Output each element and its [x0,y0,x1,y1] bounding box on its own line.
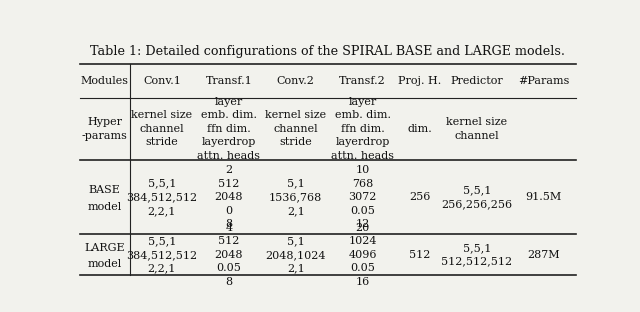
Text: 5,5,1
384,512,512
2,2,1: 5,5,1 384,512,512 2,2,1 [126,178,197,216]
Text: 5,1
1536,768
2,1: 5,1 1536,768 2,1 [269,178,323,216]
Text: Modules: Modules [81,76,129,86]
Text: 91.5M: 91.5M [525,192,562,202]
Text: 5,5,1
256,256,256: 5,5,1 256,256,256 [441,185,513,209]
Text: Table 1: Detailed configurations of the SPIRAL BASE and LARGE models.: Table 1: Detailed configurations of the … [90,45,566,58]
Text: 10
768
3072
0.05
12: 10 768 3072 0.05 12 [349,165,377,229]
Text: LARGE: LARGE [84,243,125,253]
Text: model: model [88,202,122,212]
Text: kernel size
channel: kernel size channel [446,117,508,140]
Text: kernel size
channel
stride: kernel size channel stride [265,110,326,147]
Text: Predictor: Predictor [451,76,503,86]
Text: 5,5,1
512,512,512: 5,5,1 512,512,512 [441,243,513,267]
Text: Hyper
-params: Hyper -params [82,117,128,140]
Text: 4
512
2048
0.05
8: 4 512 2048 0.05 8 [214,223,243,287]
Text: Transf.2: Transf.2 [339,76,386,86]
Text: Transf.1: Transf.1 [205,76,252,86]
Text: BASE: BASE [89,185,121,195]
Text: layer
emb. dim.
ffn dim.
layerdrop
attn. heads: layer emb. dim. ffn dim. layerdrop attn.… [332,96,394,161]
Text: model: model [88,260,122,270]
Text: 5,5,1
384,512,512
2,2,1: 5,5,1 384,512,512 2,2,1 [126,236,197,273]
Text: #Params: #Params [518,76,570,86]
Text: Conv.1: Conv.1 [143,76,180,86]
Text: 256: 256 [409,192,431,202]
Text: 2
512
2048
0
8: 2 512 2048 0 8 [214,165,243,229]
Text: 287M: 287M [527,250,560,260]
Text: 5,1
2048,1024
2,1: 5,1 2048,1024 2,1 [266,236,326,273]
Text: 20
1024
4096
0.05
16: 20 1024 4096 0.05 16 [348,223,377,287]
Text: dim.: dim. [408,124,432,134]
Text: Conv.2: Conv.2 [277,76,315,86]
Text: 512: 512 [409,250,431,260]
Text: kernel size
channel
stride: kernel size channel stride [131,110,193,147]
Text: Proj. H.: Proj. H. [398,76,442,86]
Text: layer
emb. dim.
ffn dim.
layerdrop
attn. heads: layer emb. dim. ffn dim. layerdrop attn.… [197,96,260,161]
